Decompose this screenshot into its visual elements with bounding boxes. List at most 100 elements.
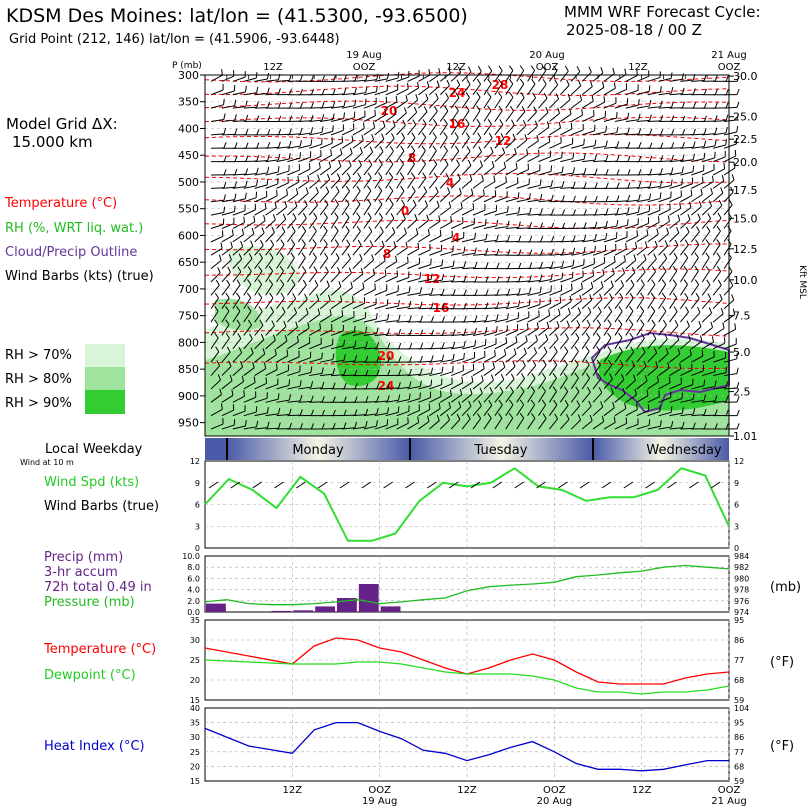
wind-barb [352,203,361,216]
wind-barb-flag [594,208,598,215]
wind-barb [287,218,297,229]
wind-barb [538,377,547,390]
wind-barb-flag [703,74,707,81]
wind-barb-flag [509,105,514,112]
wind-barb-flag [521,373,525,379]
wind-barb-flag [497,92,503,98]
wind-barb-flag [234,181,238,188]
wind-barb-flag [733,161,736,169]
wind-barb-flag [638,155,642,162]
wind-barb [559,84,570,96]
wind-barb [712,205,723,216]
wind-barb [592,250,606,256]
wind-barb [319,191,330,203]
wind-barb [254,270,263,283]
wind-barb [363,190,372,203]
wind-barb [592,298,603,310]
wind-barb-flag [531,373,536,379]
wind-barb [265,354,277,363]
wind-barb-flag [335,186,340,192]
wind-barb-flag [430,287,434,294]
wind-barb-flag [332,113,335,120]
wind-barb-flag [330,149,332,156]
wind-barb-flag [323,239,328,245]
wind-barb-flag [272,334,276,341]
wind-barb-flag [538,310,540,317]
wind-barb [549,142,562,149]
wind-barb [428,150,437,162]
wind-barb [352,164,362,176]
wind-barb [701,312,712,323]
wind-barb [571,129,584,136]
wind-barb-flag [326,280,330,287]
surface-wind-barb [274,481,284,489]
height-tick-label: 22.5 [733,133,758,146]
wind-barb-flag [656,228,659,235]
wind-barb [265,427,279,430]
wind-barb [658,245,668,256]
wind-barb [451,237,464,243]
wind-barb [614,379,625,390]
precip-bar [206,603,226,612]
wind-barb [494,379,505,390]
wind-barb-flag [379,146,384,152]
y-tick-label: 12 [190,457,200,466]
wind-barb-flag [387,356,391,363]
y-tick-label: 25 [190,748,200,757]
wind-barb [298,180,310,189]
wind-barb [265,284,274,296]
wind-barb [374,114,387,122]
wind-barb [538,418,547,430]
wind-barb [309,372,323,377]
wind-barb-flag [659,192,662,199]
wind-barb [363,177,372,189]
wind-barb-flag [263,214,266,221]
wind-barb [330,153,343,163]
wind-barb [571,144,584,149]
wind-barb-flag [346,239,351,246]
wind-barb-flag [477,413,482,419]
wind-barb-flag [463,302,467,309]
wind-barb [330,166,342,176]
wind-barb [636,351,646,363]
wind-barb [352,317,366,323]
wind-barb [625,297,634,310]
wind-barb-flag [321,396,325,403]
wind-barb [538,291,552,296]
wind-barb [243,352,254,363]
wind-barb-flag [463,261,467,268]
wind-barb-flag [670,406,673,413]
wind-barb [374,126,386,136]
wind-barb-flag [716,252,721,259]
wind-barb [396,177,405,189]
wind-barb [374,90,388,96]
wind-barb [276,79,290,82]
wind-barb-flag [454,118,459,125]
wind-barb-flag [269,252,274,259]
legend-temperature: Temperature (°C) [4,196,117,211]
wind-barb-flag [398,394,401,401]
wind-barb-flag [509,65,514,71]
wind-barb-flag [461,376,464,383]
wind-barb [461,165,472,176]
wind-barb [243,382,256,390]
wind-barb-flag [356,199,361,205]
wind-barb [385,125,396,136]
wind-barb-flag [578,80,582,87]
wind-barb-flag [345,225,350,232]
wind-barb-flag [554,333,559,340]
wind-barb [352,426,366,430]
wind-barb-flag [354,325,356,332]
wind-barb [396,163,405,176]
wind-barb [494,70,503,82]
wind-barb-flag [664,333,668,340]
wind-barb [494,342,507,350]
y-tick-label: 0 [195,544,200,553]
wind-barb [428,137,437,149]
wind-barb-flag [368,159,373,166]
wind-barb [232,324,241,336]
wind-barb [221,351,231,363]
wind-barb-flag [507,276,511,282]
wind-barb [265,270,274,283]
